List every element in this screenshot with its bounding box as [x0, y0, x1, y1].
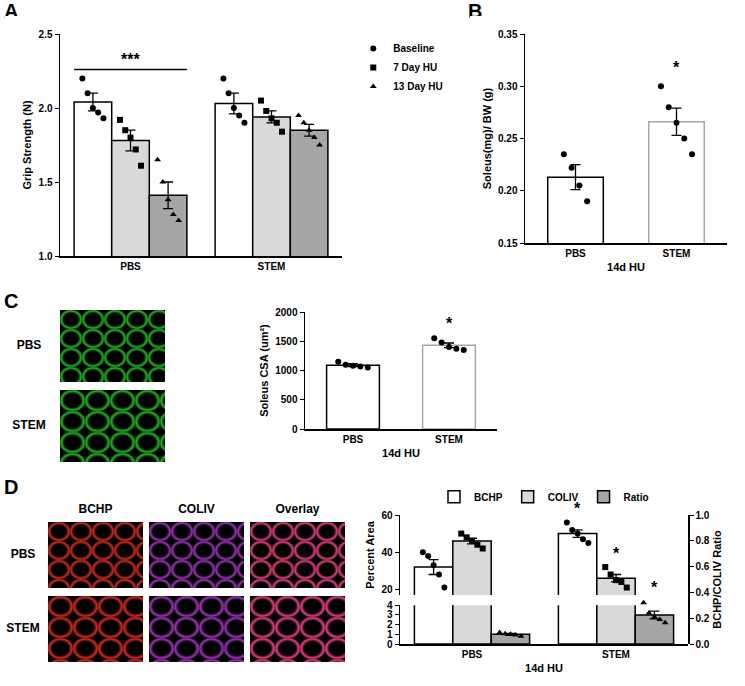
html-text:A: A [4, 0, 19, 22]
svg-text:Soleus CSA (um²): Soleus CSA (um²) [258, 324, 270, 417]
svg-text:*: * [574, 500, 581, 517]
svg-text:Ratio: Ratio [624, 492, 649, 503]
svg-text:STEM: STEM [663, 248, 691, 259]
svg-text:4: 4 [387, 600, 393, 611]
svg-text:2000: 2000 [275, 307, 298, 318]
html-text:C: C [4, 290, 19, 312]
svg-text:PBS: PBS [343, 434, 364, 445]
svg-text:Soleus(mg)/ BW (g): Soleus(mg)/ BW (g) [481, 87, 493, 189]
svg-text:60: 60 [381, 510, 393, 521]
svg-text:1000: 1000 [275, 365, 298, 376]
svg-text:BCHP: BCHP [474, 492, 503, 503]
svg-text:Grip Strength (N): Grip Strength (N) [21, 100, 33, 190]
svg-text:*: * [613, 545, 620, 562]
svg-text:COLIV: COLIV [548, 492, 579, 503]
svg-text:0.25: 0.25 [498, 133, 518, 144]
svg-text:0.15: 0.15 [498, 238, 518, 249]
svg-text:40: 40 [381, 547, 393, 558]
html-text:STEM: STEM [6, 621, 40, 635]
svg-text:0.6: 0.6 [696, 561, 710, 572]
svg-text:*: * [446, 315, 453, 332]
svg-text:STEM: STEM [435, 434, 463, 445]
svg-text:7 Day HU: 7 Day HU [393, 62, 437, 73]
svg-text:13 Day HU: 13 Day HU [393, 81, 442, 92]
svg-text:0.8: 0.8 [696, 535, 710, 546]
html-text:Overlay: Overlay [275, 502, 320, 516]
html-text:BCHP: BCHP [78, 502, 113, 516]
svg-text:PBS: PBS [462, 649, 483, 660]
svg-text:0.2: 0.2 [696, 613, 710, 624]
html-text:STEM: STEM [12, 418, 46, 432]
svg-text:2.5: 2.5 [39, 29, 53, 40]
svg-text:0.30: 0.30 [498, 81, 518, 92]
svg-text:BCHP/COLIV Ratio: BCHP/COLIV Ratio [711, 530, 723, 629]
svg-text:0: 0 [387, 639, 393, 650]
svg-text:0.20: 0.20 [498, 185, 518, 196]
svg-text:14d HU: 14d HU [525, 662, 563, 674]
svg-text:0: 0 [292, 424, 298, 435]
svg-text:0.4: 0.4 [696, 587, 710, 598]
svg-text:1.0: 1.0 [696, 510, 710, 521]
svg-text:14d HU: 14d HU [607, 261, 645, 273]
svg-text:20: 20 [381, 584, 393, 595]
svg-text:PBS: PBS [565, 248, 586, 259]
html-text:B: B [468, 0, 483, 22]
html-text:PBS: PBS [16, 338, 42, 352]
svg-text:***: *** [121, 51, 140, 68]
svg-text:Baseline: Baseline [393, 43, 435, 54]
svg-text:2.0: 2.0 [39, 103, 53, 114]
svg-text:0.35: 0.35 [498, 29, 518, 40]
svg-text:14d HU: 14d HU [382, 447, 420, 459]
svg-text:1.5: 1.5 [39, 177, 53, 188]
svg-text:500: 500 [281, 394, 298, 405]
svg-text:1500: 1500 [275, 336, 298, 347]
svg-text:0.0: 0.0 [696, 639, 710, 650]
html-text:PBS: PBS [10, 547, 36, 561]
svg-text:STEM: STEM [258, 261, 286, 272]
html-text:D: D [4, 476, 19, 498]
svg-text:*: * [651, 579, 658, 596]
svg-text:1.0: 1.0 [39, 251, 53, 262]
svg-text:3: 3 [387, 609, 393, 620]
html-text:COLIV: COLIV [178, 502, 215, 516]
svg-text:PBS: PBS [120, 261, 141, 272]
svg-text:STEM: STEM [602, 649, 630, 660]
svg-text:Percent Area: Percent Area [364, 520, 376, 588]
svg-text:1: 1 [387, 629, 393, 640]
svg-text:2: 2 [387, 619, 393, 630]
svg-text:*: * [673, 59, 680, 76]
